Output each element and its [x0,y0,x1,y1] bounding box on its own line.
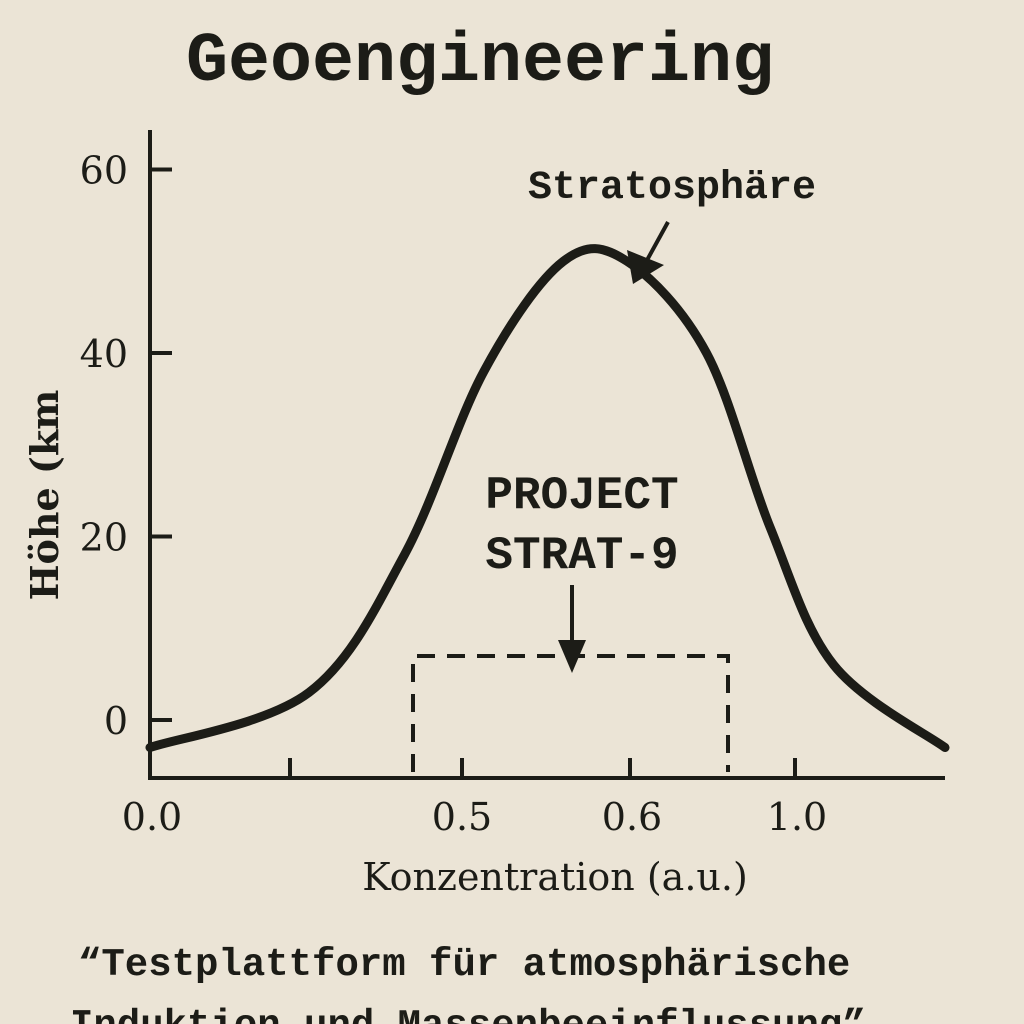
y-tick-label: 20 [80,516,128,560]
x-tick-label: 1.0 [767,795,827,839]
project-dashed-box [411,654,730,772]
stratosphere-arrow-head [627,250,664,284]
project-annotation: PROJECT STRAT-9 [485,470,678,582]
annotations-layer: Stratosphäre PROJECT STRAT-9 [411,166,816,772]
y-tick-label: 0 [104,699,128,743]
stratosphere-annotation: Stratosphäre [528,166,816,211]
y-axis-label: Höhe (km [22,390,67,601]
y-tick-label: 60 [80,149,128,193]
x-tick-label: 0.0 [122,795,182,839]
x-tick-label: 0.6 [602,795,662,839]
series-line [145,244,950,753]
axes: 0 20 40 60 0.0 0.5 0.6 1.0 [80,130,945,839]
caption: “Testplattform für atmosphärischeIndukti… [70,943,866,1024]
chart-title: Geoengineering [186,23,774,102]
x-axis-label: Konzentration (a.u.) [362,855,748,899]
series-layer [145,244,950,753]
y-tick-label: 40 [80,332,128,376]
x-tick-label: 0.5 [432,795,492,839]
stratosphere-arrow-shaft [644,221,670,263]
